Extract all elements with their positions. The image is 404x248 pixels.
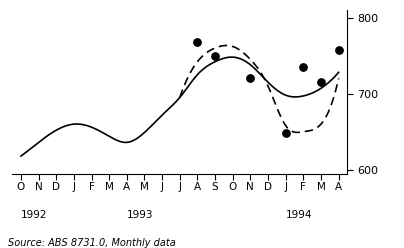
Point	[335, 48, 342, 52]
Point	[247, 76, 254, 80]
Text: 1992: 1992	[21, 210, 47, 220]
Text: Source: ABS 8731.0, Monthly data: Source: ABS 8731.0, Monthly data	[8, 238, 176, 248]
Point	[300, 65, 307, 69]
Point	[212, 54, 218, 58]
Point	[318, 80, 324, 84]
Text: 1994: 1994	[286, 210, 312, 220]
Point	[282, 131, 289, 135]
Text: 1993: 1993	[127, 210, 154, 220]
Point	[194, 40, 201, 44]
